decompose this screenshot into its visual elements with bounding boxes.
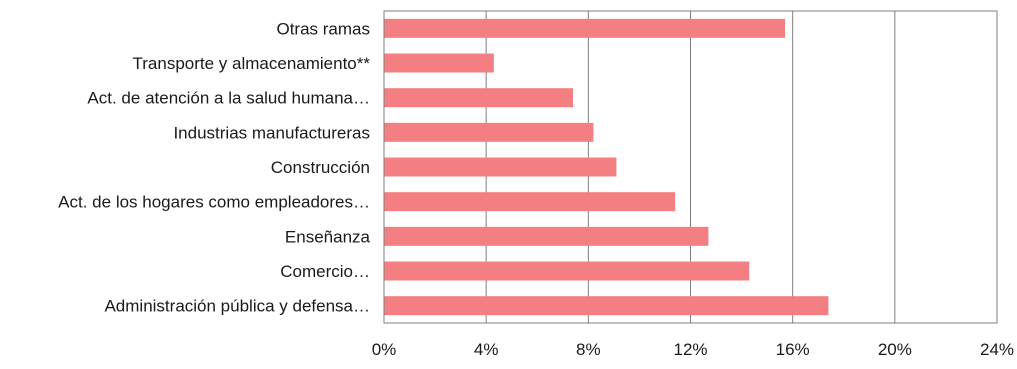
x-tick-label-2: 8% [576,340,601,359]
x-tick-label-1: 4% [474,340,499,359]
bar-6 [384,226,709,246]
category-label-1: Transporte y almacenamiento** [133,54,371,73]
category-label-0: Otras ramas [276,19,370,38]
bar-0 [384,18,786,38]
x-tick-label-5: 20% [878,340,912,359]
x-tick-label-6: 24% [980,340,1014,359]
bar-2 [384,88,574,108]
bars [384,18,829,316]
category-label-5: Act. de los hogares como empleadores… [58,193,370,212]
bar-3 [384,122,594,142]
x-tick-label-3: 12% [673,340,707,359]
category-labels: Otras ramas Transporte y almacenamiento**… [58,19,370,315]
category-label-6: Enseñanza [285,227,371,246]
plot-frame [383,10,998,324]
bar-7 [384,261,750,281]
x-tick-label-0: 0% [372,340,397,359]
bar-5 [384,192,676,212]
plot-border [383,10,998,324]
category-label-3: Industrias manufactureras [173,123,370,142]
bar-4 [384,157,617,177]
category-label-2: Act. de atención a la salud humana… [87,89,370,108]
x-tick-labels: 0% 4% 8% 12% 16% 20% 24% [372,340,1014,359]
category-label-4: Construcción [271,158,370,177]
bar-8 [384,296,829,316]
category-label-8: Administración pública y defensa… [104,297,370,316]
x-tick-label-4: 16% [776,340,810,359]
bar-1 [384,53,494,73]
category-label-7: Comercio… [280,262,370,281]
